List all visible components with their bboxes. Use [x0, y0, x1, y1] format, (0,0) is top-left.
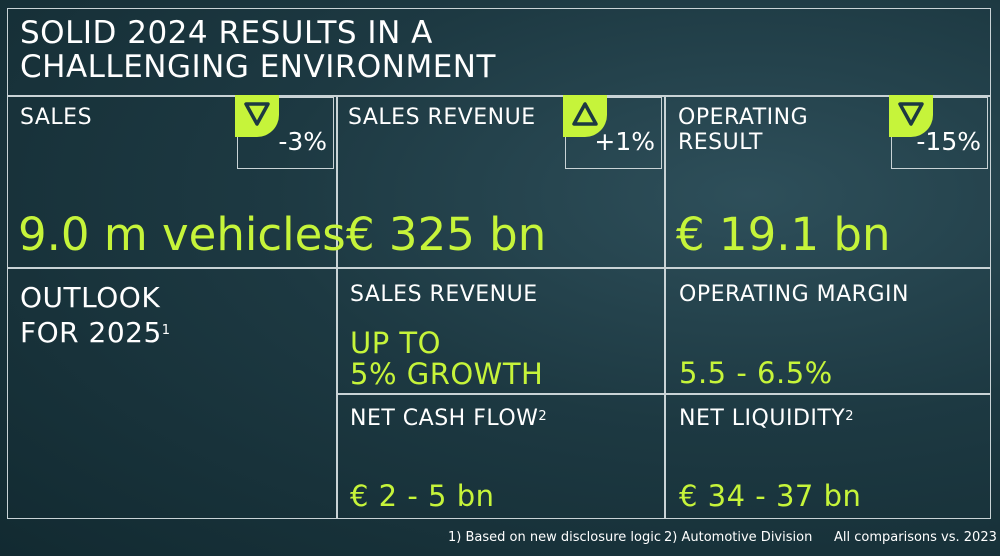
title-line-2: CHALLENGING ENVIRONMENT [20, 49, 496, 85]
divider-col-2 [664, 95, 666, 519]
divider-col-1 [336, 95, 338, 519]
title-line-1: SOLID 2024 RESULTS IN A [20, 15, 433, 51]
outlook-net-cash-flow-value: € 2 - 5 bn [350, 479, 495, 513]
outlook-sales-revenue-value: UP TO 5% GROWTH [350, 328, 543, 390]
footnote-ref-2: 2 [538, 409, 548, 424]
outlook-net-liquidity-label: NET LIQUIDITY2 [679, 406, 854, 431]
outlook-net-cash-flow-label: NET CASH FLOW2 [350, 406, 547, 431]
divider-outlook [336, 393, 991, 395]
slide-frame [7, 8, 991, 519]
kpi-sales-revenue-change-box: +1% [563, 95, 662, 169]
outlook-net-liquidity-value: € 34 - 37 bn [679, 479, 862, 513]
kpi-operating-result-change: -15% [916, 127, 981, 156]
outlook-sales-revenue-value-line-1: UP TO [350, 326, 441, 360]
footnote-2: 2) Automotive Division [664, 530, 813, 545]
outlook-operating-margin-label: OPERATING MARGIN [679, 282, 909, 307]
outlook-title-line-1: OUTLOOK [20, 281, 161, 314]
triangle-down-icon [235, 95, 279, 137]
kpi-operating-result-label: OPERATING RESULT [678, 105, 808, 155]
triangle-up-icon [563, 95, 607, 137]
outlook-net-liquidity-label-text: NET LIQUIDITY [679, 406, 846, 431]
kpi-operating-result-value: € 19.1 bn [676, 208, 891, 261]
outlook-net-cash-flow-label-text: NET CASH FLOW [350, 406, 539, 431]
kpi-sales-label: SALES [20, 105, 93, 130]
footnote-1: 1) Based on new disclosure logic [448, 530, 661, 545]
kpi-sales-change: -3% [278, 127, 327, 156]
footnote-ref-2: 2 [845, 409, 855, 424]
footnote-ref-1: 1 [161, 323, 171, 338]
kpi-sales-revenue-value: € 325 bn [346, 208, 547, 261]
outlook-title: OUTLOOK FOR 20251 [20, 280, 171, 350]
outlook-operating-margin-value: 5.5 - 6.5% [679, 356, 833, 390]
kpi-sales-value: 9.0 m vehicles [18, 208, 346, 261]
kpi-sales-change-box: -3% [235, 95, 334, 169]
triangle-down-icon [889, 95, 933, 137]
kpi-operating-result-change-box: -15% [889, 95, 988, 169]
divider-middle [7, 267, 991, 269]
outlook-sales-revenue-value-line-2: 5% GROWTH [350, 357, 544, 391]
kpi-sales-revenue-change: +1% [594, 127, 655, 156]
kpi-sales-revenue-label: SALES REVENUE [348, 105, 536, 130]
kpi-operating-result-label-line-2: RESULT [678, 130, 763, 155]
slide-title: SOLID 2024 RESULTS IN A CHALLENGING ENVI… [20, 16, 496, 84]
outlook-title-line-2: FOR 2025 [20, 316, 162, 349]
divider-top [7, 95, 991, 97]
comparison-note: All comparisons vs. 2023 [834, 530, 997, 545]
outlook-sales-revenue-label: SALES REVENUE [350, 282, 538, 307]
kpi-operating-result-label-line-1: OPERATING [678, 105, 809, 130]
